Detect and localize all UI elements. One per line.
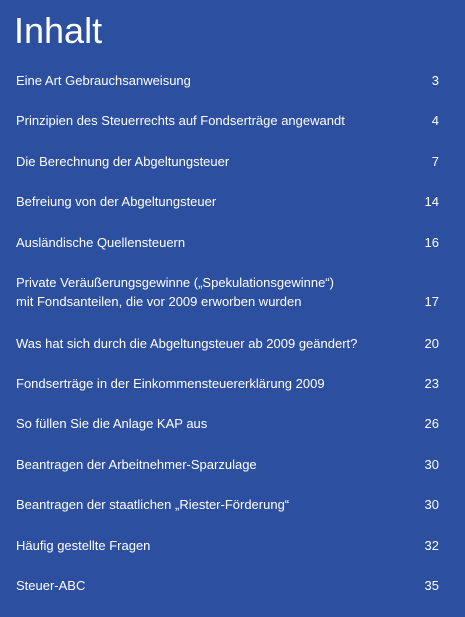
toc-entry-label: Steuer-ABC [16, 578, 86, 593]
toc-entry[interactable]: Fondserträge in der Einkommensteuererklä… [16, 374, 439, 393]
toc-entry[interactable]: Beantragen der Arbeitnehmer-Sparzulage 3… [16, 455, 439, 474]
toc-entry-label: Befreiung von der Abgeltungsteuer [16, 194, 217, 209]
toc-entry-label: Fondserträge in der Einkommensteuererklä… [16, 376, 325, 391]
toc-entry-page: 17 [424, 294, 439, 309]
toc-entry-page: 7 [431, 154, 439, 169]
toc-entry-label: Ausländische Quellensteuern [16, 235, 186, 250]
toc-entry-label: Was hat sich durch die Abgeltungsteuer a… [16, 336, 358, 351]
toc-entry-page: 30 [424, 457, 439, 472]
toc-entry[interactable]: Was hat sich durch die Abgeltungsteuer a… [16, 334, 439, 353]
toc-entry-page: 32 [424, 538, 439, 553]
toc-entry[interactable]: Häufig gestellte Fragen 32 [16, 536, 439, 555]
toc-entry-label-line2: mit Fondsanteilen, die vor 2009 erworben… [16, 294, 302, 309]
toc-entry[interactable]: Prinzipien des Steuerrechts auf Fondsert… [16, 111, 439, 130]
toc-entry-page: 16 [424, 235, 439, 250]
toc-entry[interactable]: So füllen Sie die Anlage KAP aus 26 [16, 414, 439, 433]
toc-entry[interactable]: Eine Art Gebrauchsanweisung 3 [16, 71, 439, 90]
toc-entry[interactable]: Ausländische Quellensteuern 16 [16, 233, 439, 252]
toc-entry-label: Beantragen der staatlichen „Riester-Förd… [16, 497, 290, 512]
toc-entry[interactable]: Die Berechnung der Abgeltungsteuer 7 [16, 152, 439, 171]
toc-entry-page: 35 [424, 578, 439, 593]
toc-entry-label: Prinzipien des Steuerrechts auf Fondsert… [16, 113, 345, 128]
toc-entry[interactable]: Beantragen der staatlichen „Riester-Förd… [16, 495, 439, 514]
toc-entry-label: So füllen Sie die Anlage KAP aus [16, 416, 208, 431]
toc-entry-page: 14 [424, 194, 439, 209]
toc-entry[interactable]: Private Veräußerungsgewinne („Spekulatio… [16, 273, 439, 311]
toc-entry-label: Beantragen der Arbeitnehmer-Sparzulage [16, 457, 257, 472]
toc-entry[interactable]: Befreiung von der Abgeltungsteuer 14 [16, 192, 439, 211]
toc-entry-page: 20 [424, 336, 439, 351]
toc-entry-page: 30 [424, 497, 439, 512]
toc-entry-label: Die Berechnung der Abgeltungsteuer [16, 154, 230, 169]
toc-entry-page: 3 [431, 73, 439, 88]
page-title: Inhalt [14, 10, 103, 51]
toc-entry-label: Häufig gestellte Fragen [16, 538, 151, 553]
toc-entry-page: 26 [424, 416, 439, 431]
toc-entry[interactable]: Steuer-ABC 35 [16, 576, 439, 595]
toc-entry-page: 23 [424, 376, 439, 391]
toc-entry-label-line1: Private Veräußerungsgewinne („Spekulatio… [16, 275, 334, 290]
toc-entry-label: Eine Art Gebrauchsanweisung [16, 73, 191, 88]
toc-entry-page: 4 [431, 113, 439, 128]
